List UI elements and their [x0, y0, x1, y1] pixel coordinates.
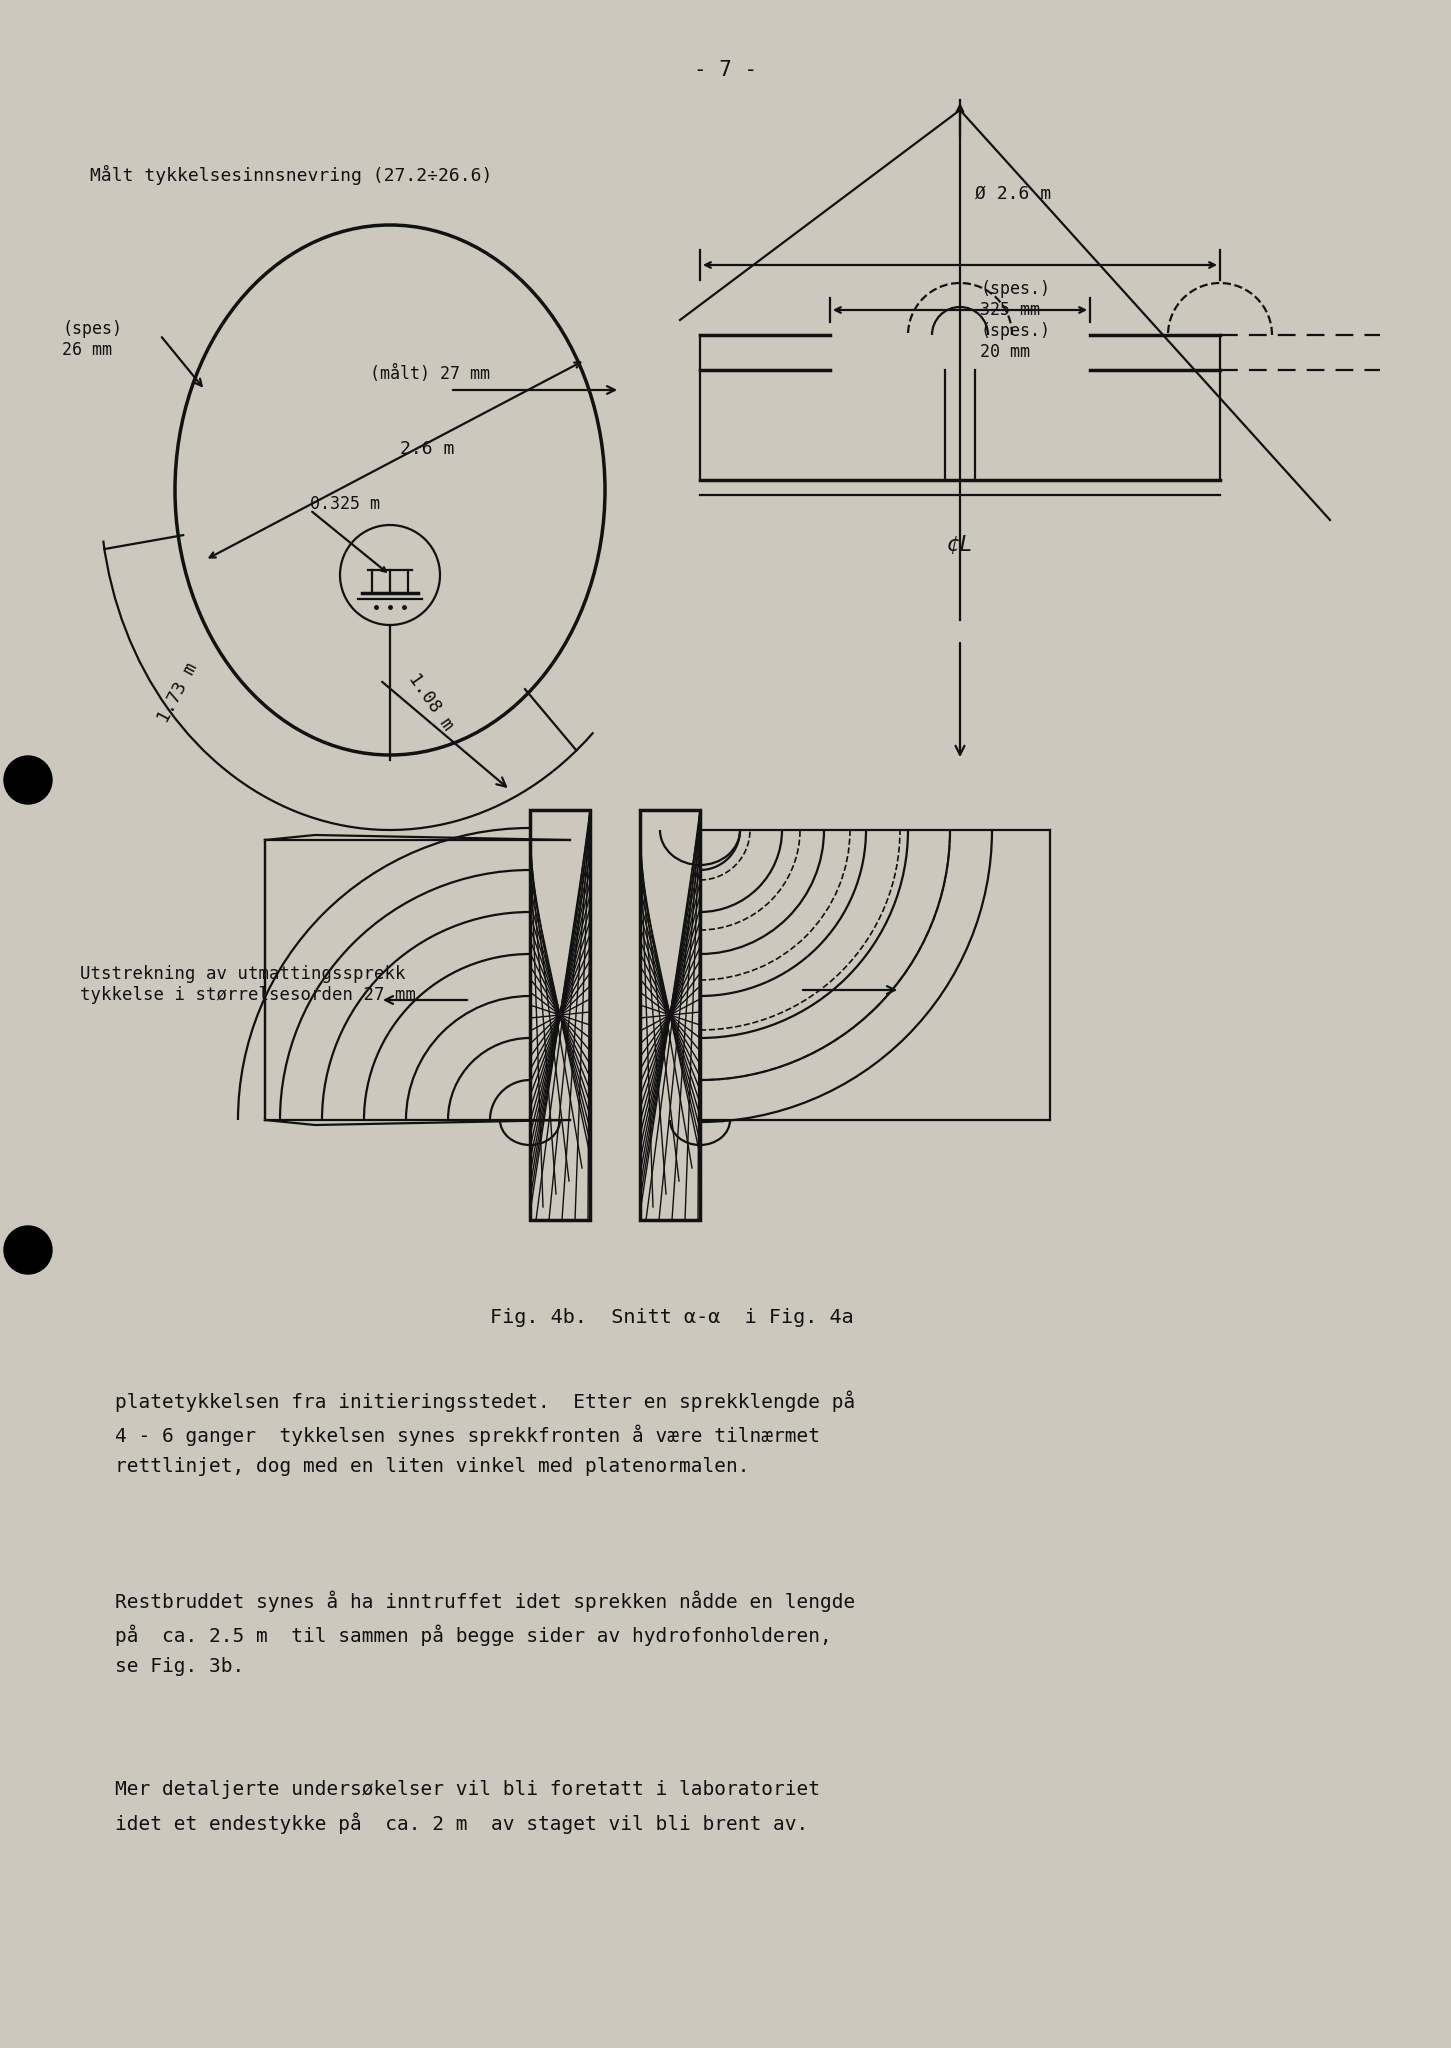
Text: (spes.)
20 mm: (spes.) 20 mm — [979, 322, 1051, 360]
Circle shape — [4, 756, 52, 805]
Text: platetykkelsen fra initieringsstedet.  Etter en sprekklengde på
4 - 6 ganger  ty: platetykkelsen fra initieringsstedet. Et… — [115, 1391, 855, 1477]
Bar — [530, 811, 591, 1221]
Text: (målt) 27 mm: (målt) 27 mm — [370, 365, 490, 383]
Text: ¢L: ¢L — [946, 535, 974, 555]
Text: - 7 -: - 7 - — [695, 59, 757, 80]
Text: Fig. 4b.  Snitt α-α  i Fig. 4a: Fig. 4b. Snitt α-α i Fig. 4a — [490, 1309, 853, 1327]
Bar — [640, 811, 699, 1221]
Text: 2.6 m: 2.6 m — [400, 440, 454, 459]
Text: (spes.)
325 mm: (spes.) 325 mm — [979, 281, 1051, 319]
Circle shape — [4, 1227, 52, 1274]
Text: 1.08 m: 1.08 m — [405, 670, 457, 733]
Text: Restbruddet synes å ha inntruffet idet sprekken nådde en lengde
på  ca. 2.5 m  t: Restbruddet synes å ha inntruffet idet s… — [115, 1589, 855, 1677]
Text: Utstrekning av utmattingssprekk
tykkelse i størrelsesorden 27 mm: Utstrekning av utmattingssprekk tykkelse… — [80, 965, 416, 1004]
Text: (spes)
26 mm: (spes) 26 mm — [62, 319, 122, 358]
Text: Mer detaljerte undersøkelser vil bli foretatt i laboratoriet
idet et endestykke : Mer detaljerte undersøkelser vil bli for… — [115, 1780, 820, 1833]
Text: 0.325 m: 0.325 m — [311, 496, 380, 512]
Text: Målt tykkelsesinnsnevring (27.2÷26.6): Målt tykkelsesinnsnevring (27.2÷26.6) — [90, 166, 492, 184]
Text: 1.73 m: 1.73 m — [155, 659, 202, 727]
Text: Ø 2.6 m: Ø 2.6 m — [975, 184, 1051, 203]
